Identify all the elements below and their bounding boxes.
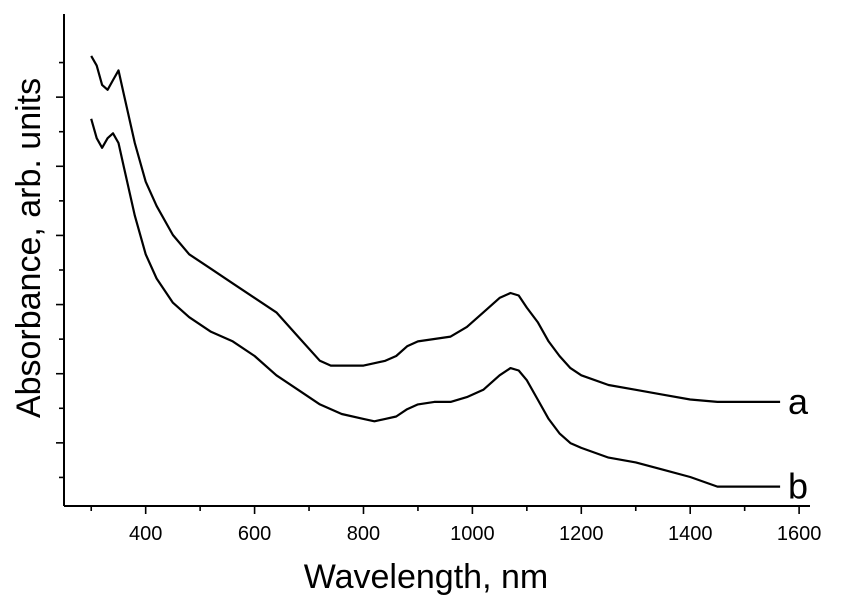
x-tick-label-600: 600: [238, 523, 271, 545]
x-tick-label-1000: 1000: [450, 523, 495, 545]
x-tick-labels: 400 600 800 1000 1200 1400 1600: [129, 523, 821, 545]
x-tick-label-1400: 1400: [668, 523, 713, 545]
series-lines: [90, 55, 781, 488]
x-ticks: [90, 506, 800, 514]
series-line-b: [90, 118, 781, 488]
series-labels: ab: [788, 381, 809, 507]
plot-axes: [63, 14, 810, 507]
series-line-a: [90, 55, 781, 403]
series-label-a: a: [788, 381, 809, 422]
x-tick-label-1600: 1600: [777, 523, 822, 545]
y-axis-title: Absorbance, arb. units: [10, 78, 48, 418]
x-axis-title: Wavelength, nm: [304, 558, 548, 596]
x-tick-label-400: 400: [129, 523, 162, 545]
x-tick-label-800: 800: [347, 523, 380, 545]
x-tick-label-1200: 1200: [559, 523, 604, 545]
series-label-b: b: [788, 466, 808, 507]
y-ticks: [56, 61, 64, 479]
